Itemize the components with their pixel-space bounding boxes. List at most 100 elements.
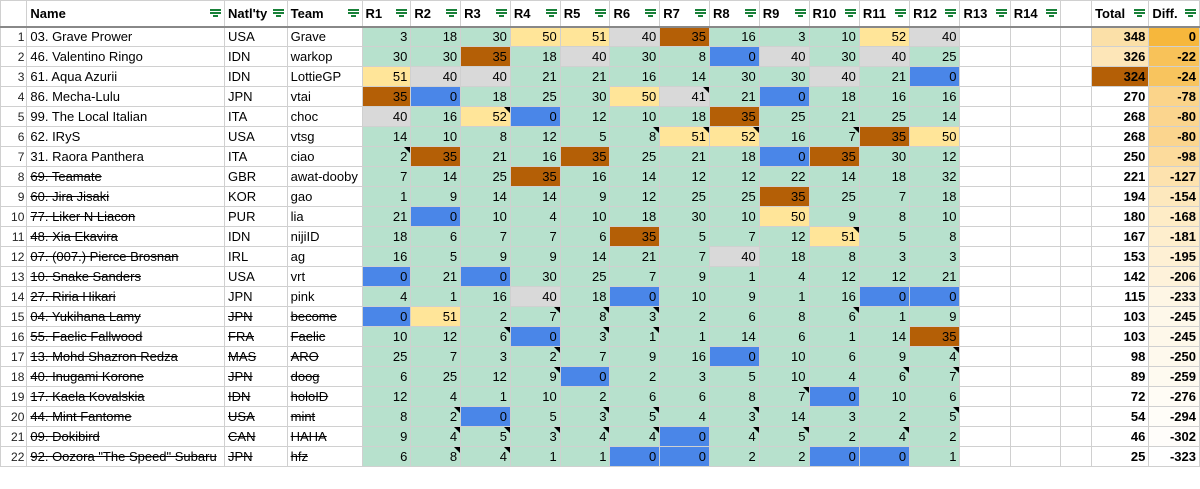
race-points-cell[interactable]: 0 (909, 66, 961, 87)
total-cell[interactable]: 153 (1091, 246, 1150, 267)
race-points-cell[interactable] (1009, 426, 1062, 447)
column-header-name[interactable]: Name (26, 0, 226, 28)
race-points-cell[interactable]: 16 (460, 286, 511, 307)
nationality-cell[interactable]: JPN (224, 446, 288, 467)
diff-cell[interactable]: -294 (1148, 406, 1200, 427)
race-points-cell[interactable]: 16 (758, 126, 810, 147)
row-number[interactable]: 21 (0, 426, 28, 447)
race-points-cell[interactable]: 25 (758, 106, 810, 127)
race-points-cell[interactable] (959, 286, 1011, 307)
race-points-cell[interactable]: 3 (361, 26, 412, 47)
filter-icon[interactable] (272, 9, 284, 18)
race-points-cell[interactable]: 40 (460, 66, 511, 87)
race-points-cell[interactable]: 12 (559, 106, 611, 127)
race-points-cell[interactable]: 18 (808, 86, 860, 107)
race-points-cell[interactable]: 30 (410, 46, 462, 67)
race-points-cell[interactable]: 21 (410, 266, 462, 287)
race-points-cell[interactable]: 2 (410, 406, 462, 427)
race-points-cell[interactable]: 6 (609, 386, 661, 407)
driver-name-cell[interactable]: 27. Riria Hikari (26, 286, 226, 307)
race-points-cell[interactable]: 3 (509, 426, 561, 447)
race-points-cell[interactable]: 14 (758, 406, 810, 427)
race-points-cell[interactable]: 25 (361, 346, 412, 367)
total-cell[interactable]: 72 (1091, 386, 1150, 407)
team-cell[interactable]: become (286, 306, 363, 327)
row-number[interactable]: 2 (0, 46, 28, 67)
race-points-cell[interactable] (959, 226, 1011, 247)
race-points-cell[interactable]: 0 (609, 446, 661, 467)
race-points-cell[interactable]: 50 (609, 86, 661, 107)
race-points-cell[interactable] (1009, 366, 1062, 387)
race-points-cell[interactable]: 5 (708, 366, 760, 387)
race-points-cell[interactable]: 30 (509, 266, 561, 287)
team-cell[interactable]: mint (286, 406, 363, 427)
column-header-r11[interactable]: R11 (858, 0, 911, 28)
race-points-cell[interactable] (1009, 346, 1062, 367)
race-points-cell[interactable]: 0 (758, 146, 810, 167)
race-points-cell[interactable] (1009, 106, 1062, 127)
race-points-cell[interactable]: 18 (559, 286, 611, 307)
race-points-cell[interactable]: 3 (559, 326, 611, 347)
race-points-cell[interactable]: 12 (808, 266, 860, 287)
race-points-cell[interactable]: 0 (659, 426, 710, 447)
race-points-cell[interactable]: 1 (708, 266, 760, 287)
race-points-cell[interactable]: 2 (909, 426, 961, 447)
filter-icon[interactable] (744, 9, 756, 18)
race-points-cell[interactable]: 16 (659, 346, 710, 367)
race-points-cell[interactable]: 40 (410, 66, 462, 87)
column-header-diff-[interactable]: Diff. (1148, 0, 1200, 28)
race-points-cell[interactable]: 0 (659, 446, 710, 467)
row-number[interactable]: 22 (0, 446, 28, 467)
column-header-r13[interactable]: R13 (959, 0, 1011, 28)
race-points-cell[interactable]: 18 (609, 206, 661, 227)
race-points-cell[interactable]: 10 (609, 106, 661, 127)
driver-name-cell[interactable]: 09. Dokibird (26, 426, 226, 447)
race-points-cell[interactable]: 51 (659, 126, 710, 147)
total-cell[interactable]: 46 (1091, 426, 1150, 447)
race-points-cell[interactable]: 9 (659, 266, 710, 287)
race-points-cell[interactable] (959, 266, 1011, 287)
race-points-cell[interactable]: 25 (609, 146, 661, 167)
nationality-cell[interactable]: USA (224, 126, 288, 147)
race-points-cell[interactable]: 16 (410, 106, 462, 127)
row-number[interactable]: 17 (0, 346, 28, 367)
total-cell[interactable]: 25 (1091, 446, 1150, 467)
total-cell[interactable]: 221 (1091, 166, 1150, 187)
race-points-cell[interactable]: 30 (460, 26, 511, 47)
race-points-cell[interactable]: 40 (609, 26, 661, 47)
row-number[interactable]: 14 (0, 286, 28, 307)
race-points-cell[interactable]: 12 (659, 166, 710, 187)
diff-cell[interactable]: -98 (1148, 146, 1200, 167)
nationality-cell[interactable]: GBR (224, 166, 288, 187)
race-points-cell[interactable]: 4 (509, 206, 561, 227)
race-points-cell[interactable]: 3 (909, 246, 961, 267)
nationality-cell[interactable]: JPN (224, 286, 288, 307)
race-points-cell[interactable]: 2 (609, 366, 661, 387)
race-points-cell[interactable]: 30 (609, 46, 661, 67)
row-number[interactable]: 11 (0, 226, 28, 247)
team-cell[interactable]: gao (286, 186, 363, 207)
race-points-cell[interactable]: 16 (559, 166, 611, 187)
race-points-cell[interactable]: 35 (858, 126, 911, 147)
race-points-cell[interactable] (1009, 166, 1062, 187)
race-points-cell[interactable] (1009, 206, 1062, 227)
filter-icon[interactable] (895, 9, 907, 18)
race-points-cell[interactable]: 12 (708, 166, 760, 187)
race-points-cell[interactable]: 40 (808, 66, 860, 87)
race-points-cell[interactable]: 25 (559, 266, 611, 287)
race-points-cell[interactable]: 8 (410, 446, 462, 467)
diff-cell[interactable]: -80 (1148, 106, 1200, 127)
race-points-cell[interactable]: 35 (559, 146, 611, 167)
race-points-cell[interactable]: 1 (858, 306, 911, 327)
race-points-cell[interactable]: 25 (659, 186, 710, 207)
race-points-cell[interactable]: 1 (609, 326, 661, 347)
nationality-cell[interactable]: JPN (224, 306, 288, 327)
nationality-cell[interactable]: IDN (224, 66, 288, 87)
race-points-cell[interactable]: 0 (509, 326, 561, 347)
race-points-cell[interactable]: 6 (460, 326, 511, 347)
filter-icon[interactable] (794, 9, 806, 18)
race-points-cell[interactable] (959, 126, 1011, 147)
race-points-cell[interactable]: 41 (659, 86, 710, 107)
nationality-cell[interactable]: IRL (224, 246, 288, 267)
race-points-cell[interactable]: 4 (808, 366, 860, 387)
